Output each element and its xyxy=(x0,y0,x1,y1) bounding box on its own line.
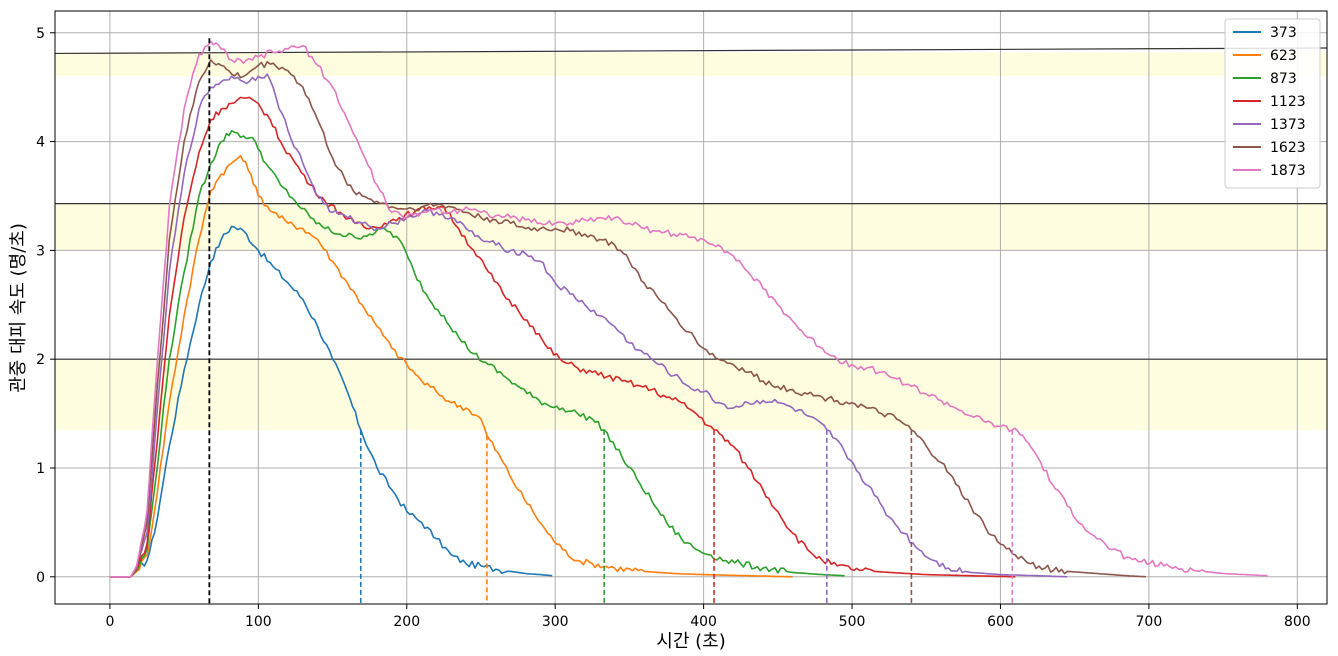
x-tick-label-700: 700 xyxy=(1136,614,1163,630)
x-tick-label-200: 200 xyxy=(393,614,420,630)
shaded-band-2 xyxy=(55,359,1327,430)
legend-label-873: 873 xyxy=(1270,71,1297,87)
x-axis-label: 시간 (초) xyxy=(656,631,725,652)
legend-label-1623: 1623 xyxy=(1270,140,1306,156)
x-tick-label-800: 800 xyxy=(1284,614,1311,630)
plot-area xyxy=(55,11,1327,604)
series-line-1373 xyxy=(109,73,1068,578)
y-tick-label-2: 2 xyxy=(36,352,45,368)
shaded-bands xyxy=(55,52,1327,430)
y-tick-label-3: 3 xyxy=(36,243,45,259)
legend-label-373: 373 xyxy=(1270,25,1297,41)
cutoff-lines xyxy=(359,429,1014,604)
shaded-band-0 xyxy=(55,52,1327,77)
series-lines xyxy=(109,40,1268,578)
y-tick-label-0: 0 xyxy=(36,570,45,586)
series-line-873 xyxy=(109,129,845,578)
x-axis-ticks: 0 100 200 300 400 500 600 700 800 xyxy=(105,604,1311,630)
shaded-band-1 xyxy=(55,203,1327,251)
x-tick-label-100: 100 xyxy=(245,614,272,630)
y-tick-label-1: 1 xyxy=(36,461,45,477)
series-line-623 xyxy=(109,154,793,578)
legend-box xyxy=(1224,18,1321,189)
y-axis-label: 관중 대피 속도 (명/초) xyxy=(8,223,29,393)
series-line-1123 xyxy=(109,96,1016,578)
grid-lines xyxy=(55,11,1327,604)
legend-label-623: 623 xyxy=(1270,48,1297,64)
x-tick-label-500: 500 xyxy=(839,614,866,630)
plot-frame xyxy=(54,10,1328,605)
series-line-1873 xyxy=(109,40,1268,578)
series-line-373 xyxy=(109,225,553,578)
legend-label-1873: 1873 xyxy=(1270,163,1306,179)
y-axis-ticks: 0 1 2 3 4 5 xyxy=(36,26,55,586)
y-tick-label-5: 5 xyxy=(36,26,45,42)
x-tick-label-600: 600 xyxy=(987,614,1014,630)
x-tick-label-0: 0 xyxy=(105,614,114,630)
legend: 373 623 873 1123 1373 1623 1873 xyxy=(1224,18,1321,189)
x-tick-label-300: 300 xyxy=(542,614,569,630)
series-line-1623 xyxy=(109,59,1146,578)
y-tick-label-4: 4 xyxy=(36,135,45,151)
legend-label-1123: 1123 xyxy=(1270,94,1306,110)
x-tick-label-400: 400 xyxy=(690,614,717,630)
legend-label-1373: 1373 xyxy=(1270,117,1306,133)
